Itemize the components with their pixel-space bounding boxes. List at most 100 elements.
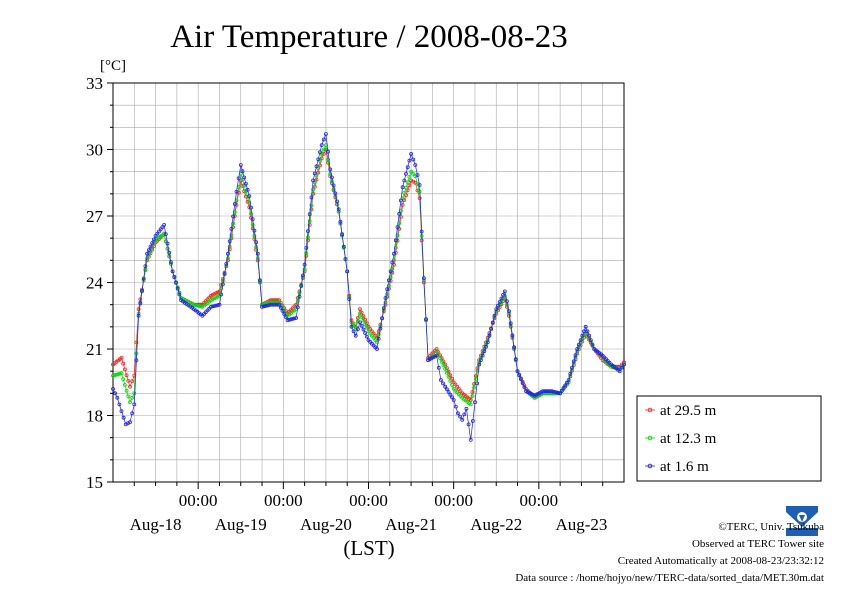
data-point: [388, 275, 393, 280]
data-point: [167, 254, 172, 259]
data-point: [119, 371, 124, 376]
data-point: [282, 312, 287, 316]
data-point: [460, 417, 465, 422]
data-point: [326, 157, 330, 162]
data-point: [126, 378, 131, 383]
data-point: [220, 282, 225, 287]
data-point: [419, 229, 424, 234]
data-point: [307, 219, 312, 224]
data-point: [138, 301, 143, 306]
data-point: [247, 194, 252, 199]
data-point: [123, 382, 127, 387]
data-point: [484, 344, 488, 349]
copyright-text: ©TERC, Univ. Tsukuba: [718, 521, 824, 533]
data-point: [134, 340, 139, 345]
data-point: [270, 302, 275, 307]
data-point: [383, 296, 388, 300]
legend-item: at 1.6 m: [645, 459, 709, 475]
data-point: [561, 386, 566, 390]
data-point: [504, 302, 509, 307]
data-point: [278, 305, 283, 310]
data-point: [140, 288, 144, 293]
data-point: [438, 356, 442, 361]
y-unit-label: [°C]: [100, 58, 126, 74]
data-point: [300, 273, 305, 278]
data-point: [193, 303, 198, 308]
y-tick-label: 21: [86, 340, 103, 359]
data-point: [451, 398, 456, 402]
data-point: [388, 269, 393, 274]
data-point: [620, 365, 624, 370]
data-point: [242, 175, 247, 180]
data-point: [312, 184, 317, 189]
data-point: [318, 163, 322, 168]
data-point: [295, 305, 300, 310]
data-point: [444, 370, 449, 375]
data-point: [507, 309, 511, 314]
data-point: [257, 278, 262, 283]
data-point: [573, 353, 578, 358]
data-point: [214, 303, 219, 308]
data-point: [446, 374, 451, 379]
data-point: [398, 198, 403, 203]
data-point: [165, 246, 170, 251]
data-point: [520, 381, 525, 386]
data-point: [351, 329, 356, 334]
data-point: [376, 336, 381, 341]
data-point: [119, 409, 124, 414]
data-point: [121, 361, 126, 366]
data-point: [128, 384, 132, 389]
data-point: [316, 157, 321, 162]
data-point: [553, 390, 557, 394]
series-2: [111, 132, 626, 442]
data-point: [307, 212, 312, 217]
data-point: [283, 315, 288, 320]
data-point: [622, 362, 626, 367]
data-point: [316, 170, 321, 175]
data-point: [375, 347, 379, 351]
data-point: [477, 362, 482, 367]
data-point: [358, 307, 362, 312]
data-point: [167, 250, 172, 255]
data-point: [323, 132, 328, 136]
data-point: [376, 332, 381, 337]
data-point: [587, 333, 591, 338]
data-point: [224, 261, 229, 266]
data-point: [123, 367, 127, 372]
data-point: [453, 404, 458, 409]
data-point: [378, 326, 383, 331]
date-label: Aug-18: [130, 515, 182, 534]
data-point: [551, 389, 556, 394]
data-point: [130, 379, 135, 384]
data-point: [375, 340, 379, 345]
data-point: [402, 178, 407, 183]
data-point: [499, 296, 504, 301]
data-point: [247, 200, 252, 205]
data-point: [311, 178, 316, 183]
data-point: [119, 355, 124, 360]
data-point: [165, 241, 170, 246]
data-point: [385, 292, 390, 296]
data-point: [111, 386, 115, 391]
x-tick-label: 00:00: [434, 491, 473, 510]
data-point: [413, 163, 418, 167]
y-tick-label: 15: [86, 473, 103, 492]
data-point: [331, 187, 336, 191]
data-point: [407, 158, 412, 163]
data-point: [208, 304, 213, 309]
data-point: [172, 275, 177, 280]
data-point: [289, 317, 293, 322]
data-point: [198, 304, 203, 309]
data-point: [501, 296, 506, 301]
legend: at 29.5 m at 12.3 m at 1.6 m: [636, 395, 822, 482]
data-point: [554, 390, 559, 395]
data-point: [490, 320, 495, 325]
data-point: [434, 353, 439, 358]
data-point: [558, 391, 562, 396]
data-point: [210, 304, 215, 309]
data-point: [295, 299, 300, 304]
data-point: [323, 147, 328, 152]
data-point: [124, 388, 129, 393]
data-point: [236, 176, 241, 181]
data-point: [146, 248, 151, 253]
